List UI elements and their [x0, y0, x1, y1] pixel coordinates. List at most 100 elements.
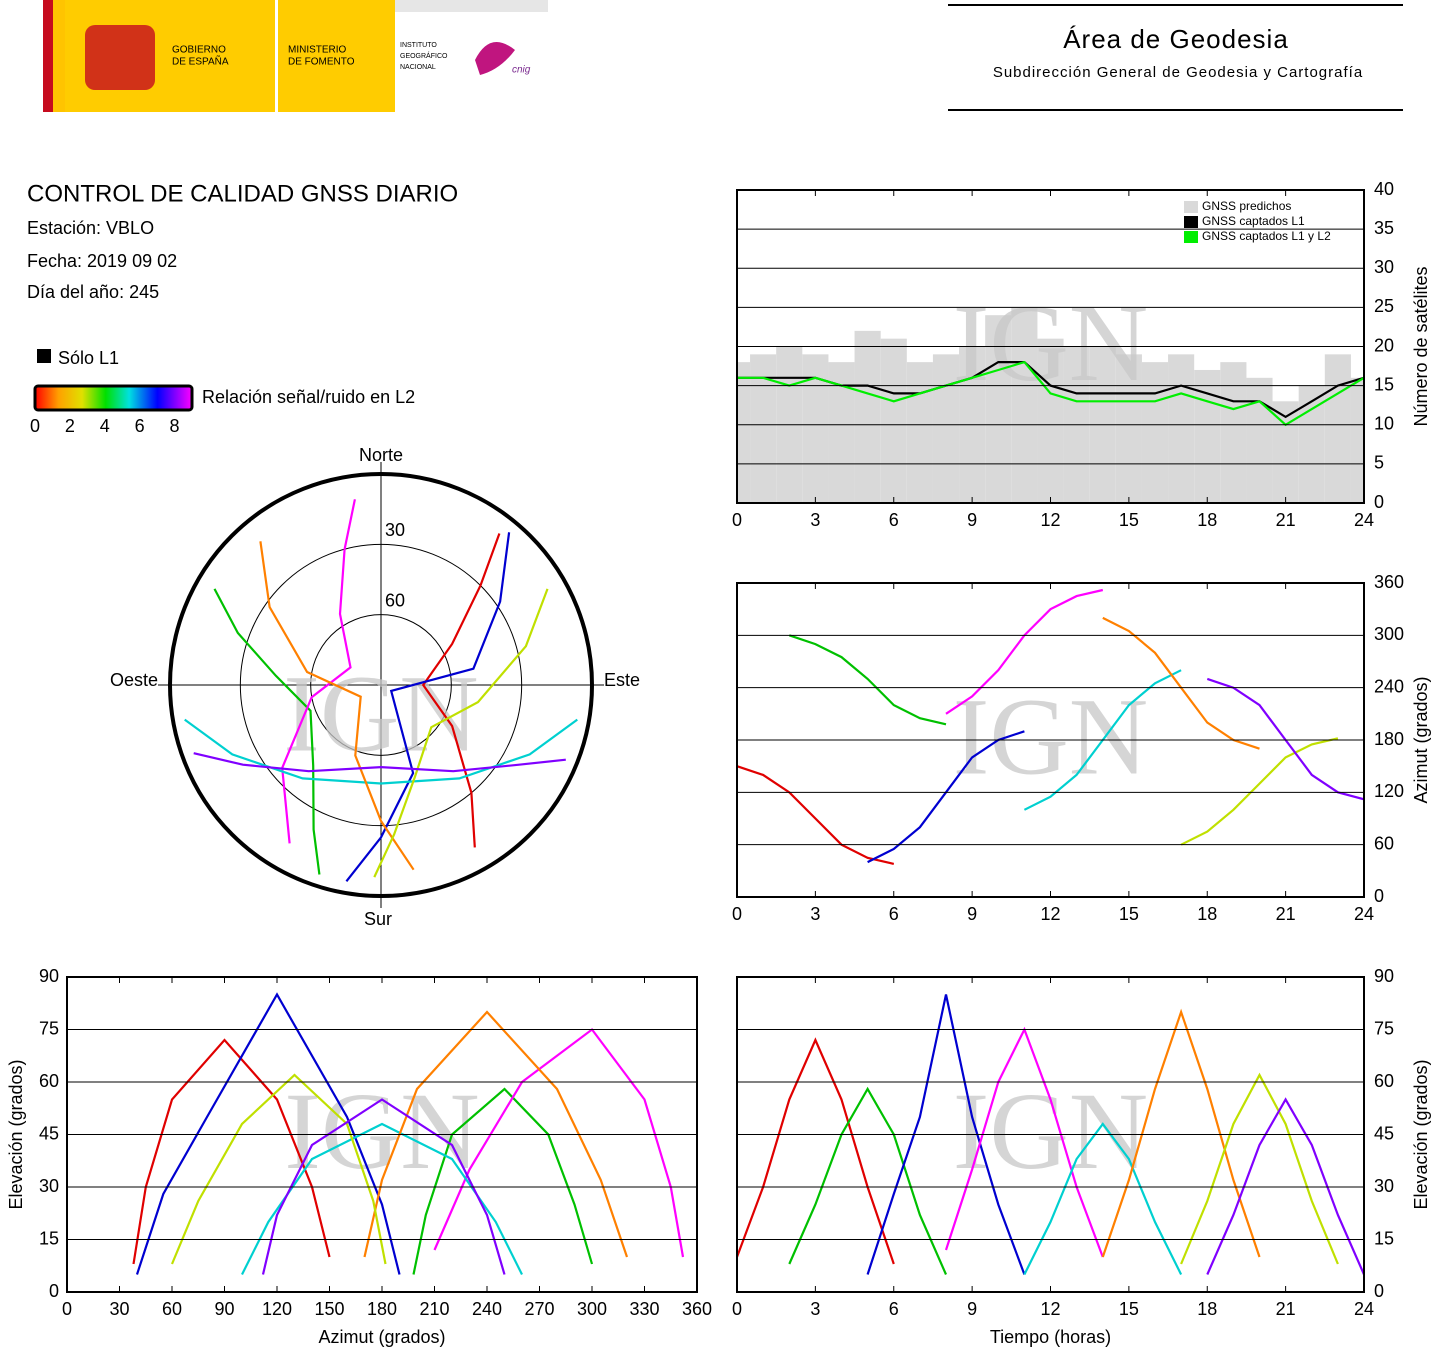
y-tick-label: 75: [39, 1018, 59, 1038]
y-tick-label: 360: [1374, 572, 1404, 592]
plot-frame: [736, 189, 1365, 504]
x-tick-label: 3: [810, 510, 820, 530]
x-tick-label: 18: [1197, 904, 1217, 924]
series-line: [1206, 1097, 1364, 1275]
track: [184, 718, 578, 785]
coat-of-arms: [85, 25, 155, 90]
plot-area: IGN: [737, 994, 1364, 1275]
instituto-line: NACIONAL: [400, 64, 436, 71]
track: [259, 541, 415, 871]
x-tick-label: 6: [889, 904, 899, 924]
x-tick-label: 30: [109, 1299, 129, 1319]
bar: [1298, 385, 1325, 503]
flag-red: [43, 0, 53, 112]
y-tick-label: 60: [1374, 833, 1394, 853]
legend-l1-only: Sólo L1: [58, 348, 119, 368]
colorbar-label: Relación señal/ruido en L2: [202, 387, 415, 407]
chart: IGN 0 15 30 45 60 75 90 0 3 6 9 12 15 18 21 24 Tiempo (ho…: [732, 966, 1431, 1347]
y-tick-label: 15: [1374, 374, 1394, 394]
bar: [1011, 307, 1038, 503]
plot-frame: [736, 582, 1365, 898]
x-tick-label: 21: [1276, 904, 1296, 924]
bar: [1246, 377, 1273, 503]
y-tick-label: 45: [1374, 1123, 1394, 1143]
cnig-text: cnig: [512, 65, 531, 76]
track: [193, 752, 566, 773]
x-tick-label: 150: [314, 1299, 344, 1319]
grey-strip: [395, 0, 548, 12]
series-line: [363, 1010, 629, 1258]
x-tick-label: 24: [1354, 510, 1374, 530]
ring: [310, 614, 452, 756]
y-tick-label: 40: [1374, 179, 1394, 199]
colorbar-tick-label: 4: [100, 416, 110, 436]
x-tick-label: 180: [367, 1299, 397, 1319]
y-tick-label: 90: [1374, 966, 1394, 986]
legend-swatch: [1184, 231, 1198, 243]
y-tick-label: 120: [1374, 781, 1404, 801]
x-tick-label: 24: [1354, 1299, 1374, 1319]
x-tick-label: 6: [889, 1299, 899, 1319]
y-tick-label: 240: [1374, 676, 1404, 696]
colorbar-tick-label: 0: [30, 416, 40, 436]
y-tick-label: 75: [1374, 1018, 1394, 1038]
colorbar-tick-label: 6: [135, 416, 145, 436]
y-tick-label: 0: [1374, 1281, 1384, 1301]
y-tick-label: 180: [1374, 729, 1404, 749]
bar: [932, 354, 960, 503]
x-tick-label: 3: [810, 904, 820, 924]
y-tick-label: 30: [1374, 257, 1394, 277]
polar-chart: 30 60 IGN Norte Sur Este Oeste: [110, 445, 640, 929]
legend-label: GNSS captados L1 y L2: [1202, 229, 1331, 243]
y-tick-label: 35: [1374, 218, 1394, 238]
bar: [737, 362, 751, 503]
plot-area: IGN: [132, 992, 685, 1275]
x-tick-label: 240: [472, 1299, 502, 1319]
chart: IGN 0 15 30 45 60 75 90 0 30 60 90 120 150 180 210 240 27…: [6, 966, 712, 1347]
y-tick-label: 10: [1374, 414, 1394, 434]
x-tick-label: 120: [262, 1299, 292, 1319]
series-line: [261, 1098, 506, 1275]
colorbar-tick-label: 8: [170, 416, 180, 436]
header: GOBIERNO DE ESPAÑA MINISTERIO DE FOMENTO…: [43, 0, 1403, 112]
x-axis-label: Tiempo (horas): [990, 1327, 1111, 1347]
track: [421, 533, 501, 848]
station: Estación: VBLO: [27, 218, 154, 238]
y-tick-label: 300: [1374, 624, 1404, 644]
bar: [1324, 354, 1351, 503]
report-title: CONTROL DE CALIDAD GNSS DIARIO: [27, 180, 458, 207]
y-tick-label: 20: [1374, 335, 1394, 355]
series-line: [170, 1073, 387, 1265]
ring-label: 30: [385, 520, 405, 540]
x-tick-label: 9: [967, 510, 977, 530]
y-tick-label: 15: [39, 1228, 59, 1248]
bar: [750, 354, 777, 503]
gobierno-line: DE ESPAÑA: [172, 55, 229, 68]
y-tick-label: 0: [1374, 492, 1384, 512]
instituto-line: GEOGRÁFICO: [400, 51, 448, 60]
x-tick-label: 360: [682, 1299, 712, 1319]
y-tick-label: 45: [39, 1123, 59, 1143]
legend-label: GNSS predichos: [1202, 199, 1291, 213]
series-line: [866, 994, 1026, 1275]
ministerio-line: DE FOMENTO: [288, 57, 355, 68]
legend-swatch: [1184, 201, 1198, 213]
y-axis-label: Azimut (grados): [1411, 676, 1431, 803]
y-tick-label: 60: [1374, 1071, 1394, 1091]
series-line: [788, 634, 947, 726]
x-tick-label: 0: [62, 1299, 72, 1319]
watermark: IGN: [283, 652, 479, 774]
x-tick-label: 15: [1119, 904, 1139, 924]
y-tick-label: 0: [49, 1281, 59, 1301]
gobierno-line: GOBIERNO: [172, 45, 226, 56]
legend-label: GNSS captados L1: [1202, 214, 1305, 228]
x-tick-label: 21: [1276, 510, 1296, 530]
bar: [854, 330, 881, 503]
flag-yellow: [53, 0, 65, 112]
legend-swatch: [1184, 216, 1198, 228]
series-line: [737, 765, 895, 865]
watermark: IGN: [284, 1070, 480, 1192]
x-tick-label: 15: [1119, 1299, 1139, 1319]
ministerio-line: MINISTERIO: [288, 45, 347, 56]
track: [373, 588, 549, 878]
